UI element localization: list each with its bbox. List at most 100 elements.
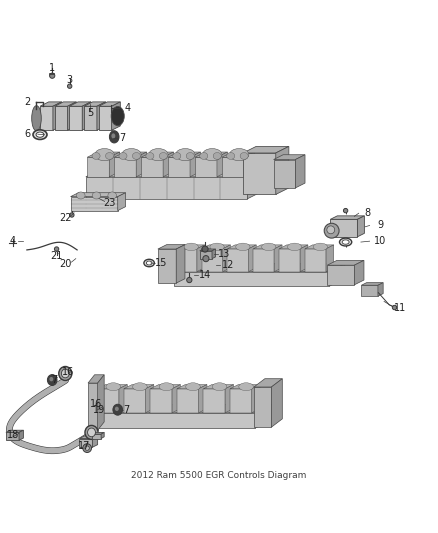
Polygon shape [361, 282, 383, 285]
Text: 9: 9 [378, 221, 384, 230]
Text: 1: 1 [49, 63, 55, 73]
Polygon shape [99, 102, 120, 106]
Polygon shape [96, 413, 255, 428]
Text: 16: 16 [90, 399, 102, 409]
Ellipse shape [32, 106, 41, 131]
Text: 17: 17 [78, 440, 91, 450]
Polygon shape [71, 197, 118, 211]
Text: 14: 14 [199, 270, 211, 280]
Polygon shape [176, 249, 197, 272]
Polygon shape [112, 102, 120, 130]
Ellipse shape [159, 383, 174, 391]
Polygon shape [158, 249, 176, 283]
Polygon shape [201, 245, 230, 249]
Polygon shape [6, 430, 23, 432]
Polygon shape [199, 385, 207, 413]
Polygon shape [168, 152, 201, 157]
Ellipse shape [133, 383, 147, 391]
Ellipse shape [47, 375, 57, 385]
Polygon shape [330, 216, 364, 220]
Polygon shape [244, 152, 254, 177]
Polygon shape [97, 102, 106, 130]
Ellipse shape [106, 152, 113, 159]
Polygon shape [114, 152, 147, 157]
Text: 23: 23 [103, 198, 115, 208]
Polygon shape [84, 106, 97, 130]
Polygon shape [247, 168, 265, 199]
Polygon shape [223, 245, 230, 272]
Ellipse shape [108, 192, 117, 199]
Polygon shape [86, 177, 247, 199]
Polygon shape [6, 432, 19, 440]
Polygon shape [141, 157, 163, 177]
Polygon shape [230, 385, 260, 389]
Text: 10: 10 [374, 236, 387, 246]
Polygon shape [227, 249, 249, 272]
Circle shape [203, 256, 209, 262]
Text: 18: 18 [7, 430, 19, 440]
Polygon shape [254, 387, 272, 427]
Text: 13: 13 [218, 249, 230, 259]
Polygon shape [243, 147, 289, 153]
Circle shape [343, 208, 348, 213]
Ellipse shape [159, 152, 167, 159]
Polygon shape [98, 375, 104, 430]
Ellipse shape [144, 259, 154, 266]
Circle shape [70, 213, 74, 217]
Polygon shape [55, 106, 67, 130]
Polygon shape [195, 152, 227, 157]
Polygon shape [222, 152, 254, 157]
Ellipse shape [261, 243, 276, 251]
Polygon shape [174, 272, 329, 286]
Ellipse shape [110, 131, 119, 143]
Polygon shape [55, 102, 76, 106]
Text: 3: 3 [67, 75, 73, 85]
Polygon shape [114, 157, 136, 177]
Ellipse shape [61, 369, 69, 378]
Polygon shape [150, 389, 172, 413]
Polygon shape [97, 385, 127, 389]
Circle shape [324, 223, 339, 238]
Text: 5: 5 [87, 108, 93, 118]
Ellipse shape [148, 149, 168, 161]
Polygon shape [53, 102, 62, 130]
Text: 12: 12 [222, 260, 234, 270]
Polygon shape [253, 245, 282, 249]
Polygon shape [305, 245, 334, 249]
Polygon shape [69, 102, 91, 106]
Ellipse shape [33, 130, 47, 140]
Circle shape [187, 277, 192, 282]
Polygon shape [87, 152, 120, 157]
Polygon shape [88, 383, 98, 430]
Polygon shape [92, 434, 101, 439]
Text: 7: 7 [119, 133, 125, 143]
Text: 19: 19 [93, 405, 105, 415]
Polygon shape [197, 245, 205, 272]
Ellipse shape [146, 261, 152, 265]
Polygon shape [326, 245, 334, 272]
Ellipse shape [236, 243, 250, 251]
Polygon shape [124, 389, 145, 413]
Polygon shape [295, 155, 305, 188]
Ellipse shape [202, 149, 222, 161]
Polygon shape [145, 385, 154, 413]
Circle shape [67, 84, 72, 88]
Polygon shape [200, 249, 215, 251]
Ellipse shape [146, 152, 154, 159]
Polygon shape [177, 385, 207, 389]
Polygon shape [217, 152, 227, 177]
Polygon shape [195, 157, 217, 177]
Text: 4: 4 [124, 103, 131, 113]
Polygon shape [150, 385, 180, 389]
Polygon shape [230, 389, 252, 413]
Polygon shape [119, 385, 127, 413]
Polygon shape [200, 251, 212, 259]
Polygon shape [92, 432, 104, 434]
Ellipse shape [339, 238, 352, 246]
Ellipse shape [313, 243, 328, 251]
Circle shape [85, 446, 89, 450]
Text: 2: 2 [25, 98, 31, 107]
Polygon shape [87, 157, 109, 177]
Text: 11: 11 [394, 303, 406, 313]
Polygon shape [300, 245, 308, 272]
